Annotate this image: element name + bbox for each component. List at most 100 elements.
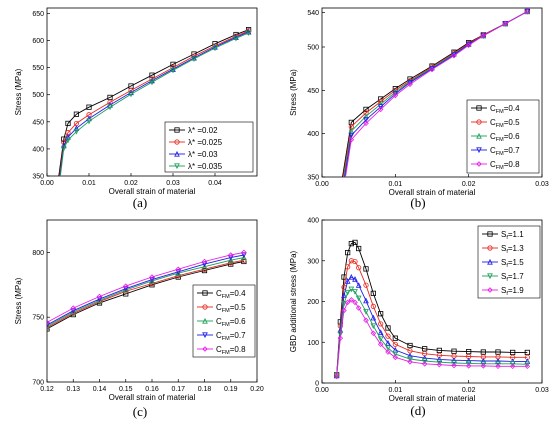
legend-marker: [476, 161, 482, 167]
data-point: [47, 324, 50, 331]
data-point: [451, 52, 457, 59]
data-point: [436, 361, 443, 368]
data-point: [348, 132, 355, 139]
data-point: [61, 139, 67, 145]
x-axis-label: Overall strain of material: [109, 187, 196, 196]
data-point: [385, 345, 391, 352]
data-point: [348, 273, 355, 280]
data-point: [341, 292, 347, 298]
data-point: [429, 66, 435, 73]
chart-panel-3: 0.12 0.13 0.14 0.15 0.16 0.17 0.18 0.19 0.20 700 7…: [14, 219, 264, 419]
legend-marker: [202, 346, 208, 352]
data-point: [65, 137, 71, 144]
data-point: [363, 309, 369, 315]
y-tick-label: 100: [307, 340, 319, 347]
data-point: [407, 81, 413, 88]
data-point: [465, 360, 472, 367]
x-tick-label: 0.19: [224, 386, 238, 393]
data-point: [392, 354, 399, 361]
data-point: [356, 245, 362, 252]
legend: λ* =0.02 λ* =0.025 λ* =0.03 λ* =0.035: [164, 121, 254, 173]
data-point: [407, 359, 413, 365]
data-point: [421, 355, 428, 361]
data-point: [436, 356, 443, 362]
panel-caption: (d): [410, 403, 425, 418]
x-tick-label: 0.00: [315, 387, 329, 394]
legend-label: CFM=0.4: [490, 104, 520, 115]
data-point: [370, 290, 376, 296]
x-tick-label: 0.16: [145, 386, 159, 393]
data-point: [355, 305, 362, 311]
series-5: [47, 249, 247, 326]
data-point: [107, 104, 113, 111]
legend-marker: [487, 287, 493, 293]
data-point: [363, 297, 369, 304]
data-point: [348, 241, 354, 247]
data-point: [149, 77, 155, 84]
data-point: [465, 42, 472, 49]
data-point: [233, 35, 239, 42]
y-tick-label: 200: [307, 299, 319, 306]
data-point: [352, 275, 358, 282]
data-point: [421, 361, 428, 367]
data-point: [392, 341, 398, 347]
y-tick-label: 300: [307, 258, 319, 265]
data-point: [356, 265, 362, 271]
data-point: [345, 264, 351, 270]
legend-marker: [476, 132, 482, 139]
data-point: [128, 91, 134, 98]
x-tick-label: 0.03: [535, 181, 549, 188]
data-point: [480, 349, 486, 355]
data-point: [480, 361, 487, 367]
legend-label: λ* =0.025: [188, 138, 223, 147]
data-point: [363, 106, 369, 112]
data-point: [348, 136, 355, 143]
chart-panel-4: 0.00 0.01 0.02 0.03 0 100 200 300 400 Overall str…: [289, 218, 549, 419]
series-line: [47, 257, 244, 327]
data-point: [451, 348, 457, 354]
y-tick-label: 540: [307, 10, 319, 17]
data-point: [149, 277, 155, 284]
legend-label: Sf=1.3: [501, 244, 524, 255]
data-point: [524, 8, 531, 15]
data-point: [344, 278, 351, 284]
legend-marker: [487, 245, 493, 251]
data-point: [241, 249, 247, 256]
legend-marker: [174, 127, 180, 133]
x-tick-label: 0.18: [198, 386, 212, 393]
x-tick-label: 0.02: [462, 181, 476, 188]
data-point: [337, 335, 344, 341]
x-axis-label: Overall strain of material: [389, 394, 476, 403]
data-point: [86, 104, 92, 110]
data-point: [378, 311, 384, 317]
data-point: [245, 30, 252, 37]
legend-label: CFM=0.5: [216, 303, 246, 314]
legend-label: CFM=0.6: [490, 132, 520, 143]
legend-marker: [202, 317, 208, 324]
y-axis-label: Stress (MPa): [14, 277, 23, 324]
series-line: [336, 288, 528, 376]
data-point: [495, 349, 501, 355]
legend-marker: [476, 105, 482, 111]
data-point: [363, 113, 369, 119]
data-point: [355, 282, 362, 288]
data-point: [348, 258, 354, 264]
data-point: [495, 363, 501, 370]
data-point: [73, 125, 80, 131]
data-point: [73, 111, 79, 117]
data-point: [191, 56, 197, 63]
series-line: [336, 241, 528, 375]
data-point: [352, 239, 358, 246]
data-point: [47, 319, 50, 326]
x-tick-label: 0.01: [389, 181, 403, 188]
data-point: [47, 322, 50, 329]
data-point: [378, 321, 384, 327]
y-tick-label: 500: [307, 45, 319, 52]
data-point: [245, 28, 252, 35]
data-point: [465, 357, 472, 364]
x-tick-label: 0.01: [389, 387, 403, 394]
series-line: [47, 251, 244, 323]
data-point: [212, 43, 218, 50]
y-axis-label: Stress (MPa): [14, 68, 23, 115]
data-point: [65, 120, 71, 127]
